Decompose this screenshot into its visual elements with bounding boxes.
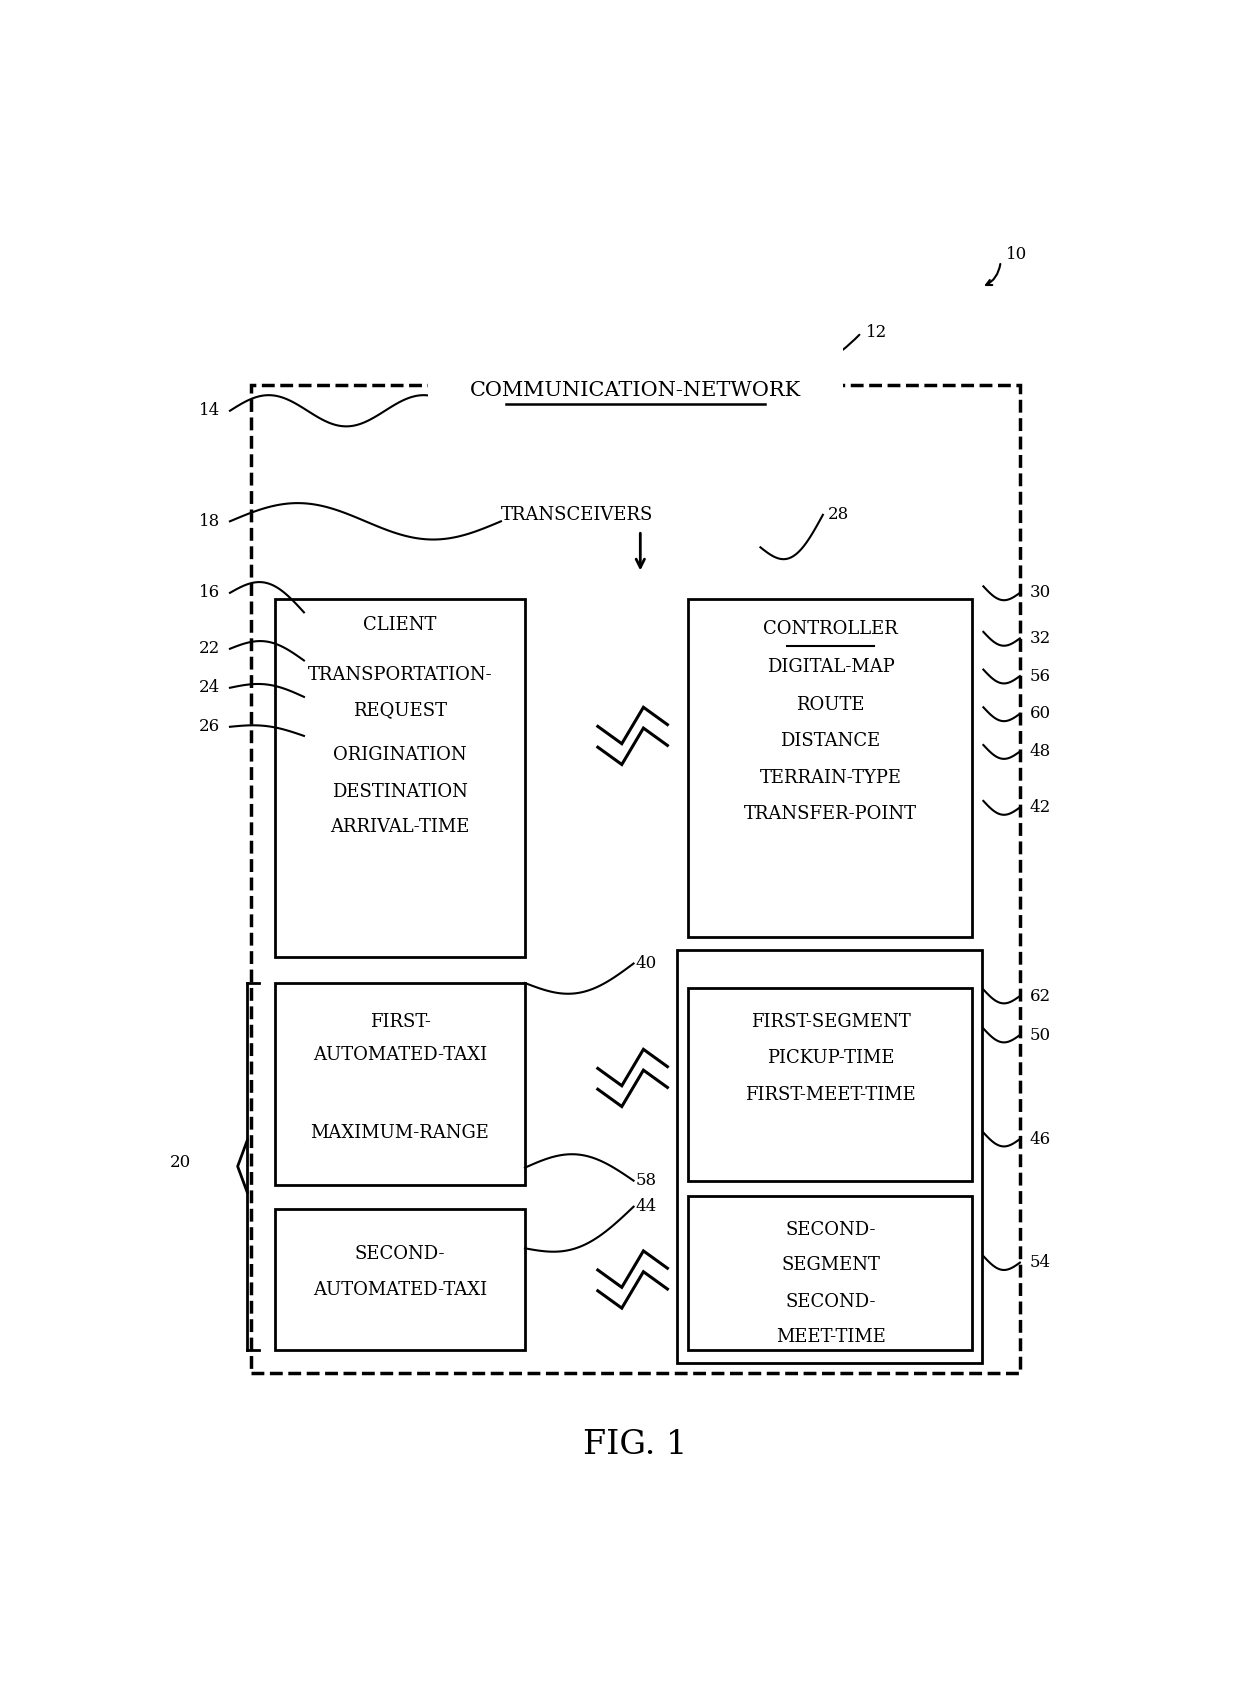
Text: 48: 48 (1029, 743, 1050, 760)
Text: 30: 30 (1029, 584, 1050, 601)
Text: MAXIMUM-RANGE: MAXIMUM-RANGE (310, 1123, 490, 1142)
Text: ROUTE: ROUTE (796, 696, 864, 714)
Text: 32: 32 (1029, 630, 1050, 647)
Text: TRANSPORTATION-: TRANSPORTATION- (308, 665, 492, 684)
Text: AUTOMATED-TAXI: AUTOMATED-TAXI (312, 1280, 487, 1299)
Text: 18: 18 (200, 513, 221, 530)
FancyBboxPatch shape (275, 983, 525, 1184)
Text: DISTANCE: DISTANCE (780, 731, 880, 750)
Text: PICKUP-TIME: PICKUP-TIME (766, 1049, 894, 1067)
Text: 50: 50 (1029, 1027, 1050, 1044)
Text: ORIGINATION: ORIGINATION (334, 747, 467, 765)
Text: 54: 54 (1029, 1255, 1050, 1272)
Text: ARRIVAL-TIME: ARRIVAL-TIME (330, 817, 470, 836)
Text: MEET-TIME: MEET-TIME (776, 1328, 885, 1346)
FancyBboxPatch shape (677, 951, 982, 1363)
FancyBboxPatch shape (688, 600, 972, 937)
Text: AUTOMATED-TAXI: AUTOMATED-TAXI (312, 1045, 487, 1064)
Text: TRANSFER-POINT: TRANSFER-POINT (744, 806, 918, 823)
Text: 24: 24 (200, 679, 221, 696)
Text: 20: 20 (170, 1154, 191, 1170)
Text: 58: 58 (635, 1172, 657, 1189)
FancyBboxPatch shape (250, 385, 1019, 1373)
Text: 26: 26 (200, 718, 221, 735)
Text: FIRST-SEGMENT: FIRST-SEGMENT (750, 1013, 910, 1030)
Text: 44: 44 (635, 1198, 657, 1214)
Text: 56: 56 (1029, 667, 1050, 684)
Text: TERRAIN-TYPE: TERRAIN-TYPE (760, 768, 901, 787)
Text: DIGITAL-MAP: DIGITAL-MAP (766, 659, 894, 676)
Text: FIG. 1: FIG. 1 (583, 1429, 688, 1461)
FancyBboxPatch shape (688, 1196, 972, 1350)
Text: DESTINATION: DESTINATION (332, 782, 467, 801)
Text: CLIENT: CLIENT (363, 616, 436, 635)
Text: CONTROLLER: CONTROLLER (763, 620, 898, 638)
Text: SECOND-: SECOND- (355, 1245, 445, 1262)
Text: SEGMENT: SEGMENT (781, 1257, 880, 1274)
Text: 28: 28 (828, 507, 849, 524)
Text: 60: 60 (1029, 706, 1050, 723)
Text: SECOND-: SECOND- (785, 1292, 875, 1311)
Text: 16: 16 (200, 584, 221, 601)
FancyBboxPatch shape (688, 988, 972, 1181)
Text: 12: 12 (866, 324, 888, 341)
Text: 14: 14 (200, 402, 221, 419)
FancyBboxPatch shape (275, 1209, 525, 1350)
Text: FIRST-: FIRST- (370, 1013, 430, 1030)
Text: TRANSCEIVERS: TRANSCEIVERS (501, 505, 653, 524)
Text: SECOND-: SECOND- (785, 1221, 875, 1240)
Text: 22: 22 (200, 640, 221, 657)
Text: FIRST-MEET-TIME: FIRST-MEET-TIME (745, 1086, 916, 1105)
Text: REQUEST: REQUEST (353, 701, 448, 720)
Text: 46: 46 (1029, 1130, 1050, 1147)
Text: 40: 40 (635, 954, 657, 971)
Text: 62: 62 (1029, 988, 1050, 1005)
Text: 10: 10 (1006, 247, 1027, 263)
FancyBboxPatch shape (275, 600, 525, 958)
Text: 42: 42 (1029, 799, 1050, 816)
Text: COMMUNICATION-NETWORK: COMMUNICATION-NETWORK (470, 382, 801, 400)
